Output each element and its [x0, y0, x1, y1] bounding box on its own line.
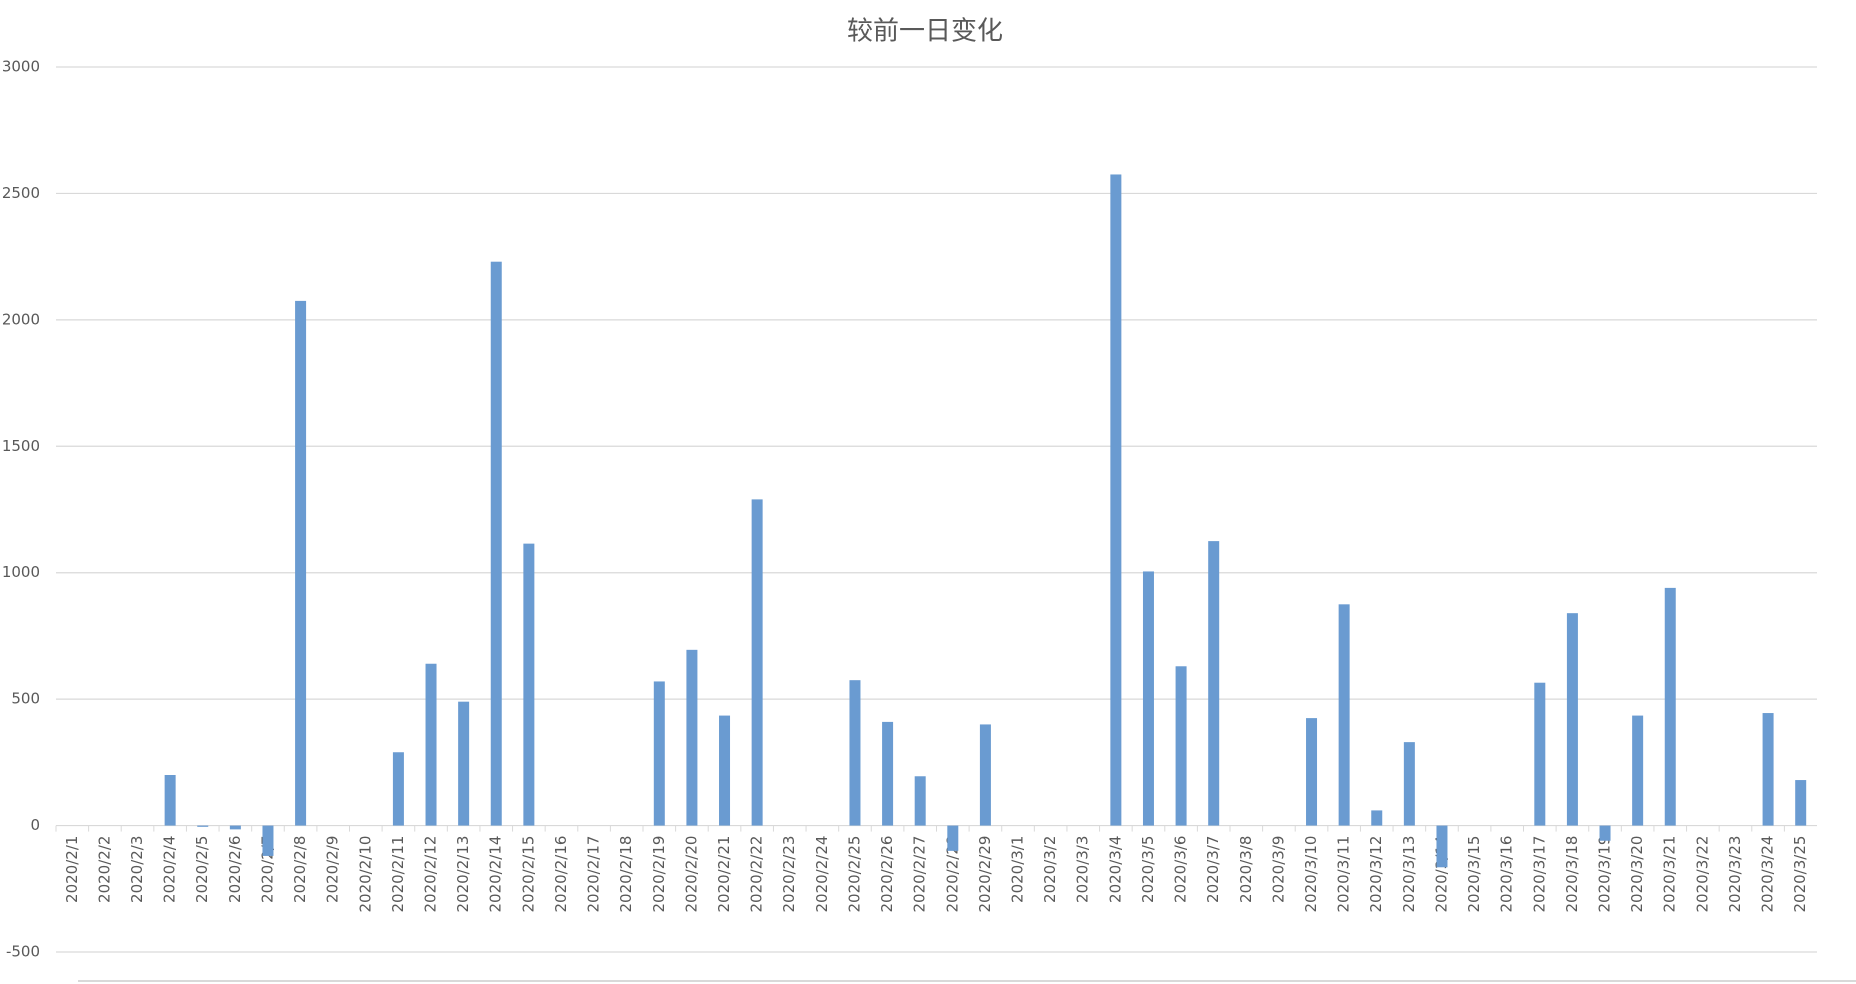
bar — [849, 680, 861, 826]
x-tick-label: 2020/2/1 — [63, 836, 81, 903]
x-tick-label: 2020/3/9 — [1269, 836, 1287, 903]
y-tick-label: 500 — [11, 690, 40, 708]
bar — [1208, 541, 1220, 826]
bar — [1403, 742, 1415, 826]
x-tick-label: 2020/3/23 — [1726, 836, 1744, 913]
x-tick-label: 2020/2/11 — [389, 836, 407, 913]
x-tick-label: 2020/2/13 — [454, 836, 472, 913]
x-tick-label: 2020/2/12 — [422, 836, 440, 913]
bar — [719, 715, 731, 826]
x-tick-label: 2020/3/10 — [1302, 836, 1320, 913]
x-tick-label: 2020/3/18 — [1563, 836, 1581, 913]
x-tick-label: 2020/2/2 — [95, 836, 113, 903]
bar — [1142, 571, 1154, 826]
x-tick-label: 2020/2/15 — [519, 836, 537, 913]
x-tick-label: 2020/2/21 — [715, 836, 733, 913]
x-tick-label: 2020/2/10 — [356, 836, 374, 913]
x-tick-label: 2020/2/14 — [487, 836, 505, 913]
x-tick-label: 2020/2/29 — [976, 836, 994, 913]
bar — [1338, 604, 1350, 826]
x-tick-label: 2020/2/5 — [193, 836, 211, 903]
bar — [1175, 666, 1187, 826]
bar — [229, 825, 241, 830]
x-tick-label: 2020/2/26 — [878, 836, 896, 913]
bar — [425, 663, 437, 826]
bar — [1371, 810, 1383, 826]
bar — [295, 300, 307, 826]
x-tick-label: 2020/3/3 — [1074, 836, 1092, 903]
bar — [490, 261, 502, 826]
x-tick-label: 2020/2/3 — [128, 836, 146, 903]
y-tick-label: 2000 — [2, 310, 40, 328]
y-tick-label: 0 — [30, 816, 40, 834]
x-tick-label: 2020/2/24 — [813, 836, 831, 913]
x-tick-label: 2020/3/17 — [1530, 836, 1548, 913]
x-tick-label: 2020/2/9 — [324, 836, 342, 903]
bar — [1664, 587, 1676, 826]
bar — [392, 752, 404, 826]
bar — [1534, 682, 1546, 826]
x-tick-label: 2020/3/19 — [1596, 836, 1614, 913]
bar — [751, 499, 763, 826]
x-tick-label: 2020/3/8 — [1237, 836, 1255, 903]
x-tick-label: 2020/3/7 — [1204, 836, 1222, 903]
bar — [1436, 825, 1448, 868]
x-tick-label: 2020/3/15 — [1465, 836, 1483, 913]
x-tick-label: 2020/3/2 — [1041, 836, 1059, 903]
chart-title: 较前一日变化 — [847, 17, 1003, 47]
x-tick-label: 2020/2/19 — [650, 836, 668, 913]
bar — [458, 701, 470, 826]
bar — [686, 649, 698, 826]
bar — [947, 825, 959, 851]
x-tick-label: 2020/2/23 — [780, 836, 798, 913]
x-tick-label: 2020/3/16 — [1498, 836, 1516, 913]
bar — [914, 776, 926, 826]
x-tick-label: 2020/2/25 — [845, 836, 863, 913]
y-tick-label: -500 — [6, 943, 40, 961]
bar — [262, 825, 274, 856]
bar — [523, 543, 535, 826]
x-tick-label: 2020/3/21 — [1661, 836, 1679, 913]
bar — [1632, 715, 1644, 826]
bar — [979, 724, 991, 826]
x-tick-label: 2020/2/16 — [552, 836, 570, 913]
bar — [1762, 713, 1774, 826]
x-tick-label: 2020/3/22 — [1693, 836, 1711, 913]
x-tick-label: 2020/3/1 — [1009, 836, 1027, 903]
x-tick-label: 2020/3/11 — [1335, 836, 1353, 913]
x-tick-label: 2020/2/6 — [226, 836, 244, 903]
x-tick-label: 2020/2/17 — [585, 836, 603, 913]
bar — [1110, 174, 1122, 826]
x-tick-label: 2020/3/24 — [1759, 836, 1777, 913]
x-tick-label: 2020/3/25 — [1791, 836, 1809, 913]
bar — [197, 825, 209, 827]
x-tick-label: 2020/3/6 — [1172, 836, 1190, 903]
x-tick-label: 2020/3/4 — [1106, 836, 1124, 903]
x-tick-label: 2020/3/13 — [1400, 836, 1418, 913]
x-tick-label: 2020/2/8 — [291, 836, 309, 903]
bar — [653, 681, 665, 826]
bar — [882, 721, 894, 826]
x-tick-label: 2020/3/5 — [1139, 836, 1157, 903]
bar — [1795, 780, 1807, 826]
x-tick-label: 2020/2/20 — [682, 836, 700, 913]
x-tick-label: 2020/2/22 — [748, 836, 766, 913]
y-tick-label: 3000 — [2, 58, 40, 76]
x-tick-label: 2020/2/27 — [911, 836, 929, 913]
y-tick-label: 1000 — [2, 563, 40, 581]
x-tick-label: 2020/2/28 — [943, 836, 961, 913]
bar — [1599, 825, 1611, 841]
x-tick-label: 2020/3/20 — [1628, 836, 1646, 913]
y-tick-label: 2500 — [2, 184, 40, 202]
x-tick-label: 2020/3/12 — [1367, 836, 1385, 913]
x-tick-label: 2020/2/4 — [161, 836, 179, 903]
x-tick-label: 2020/2/18 — [617, 836, 635, 913]
bar — [1306, 718, 1318, 826]
bar — [164, 775, 176, 826]
y-tick-label: 1500 — [2, 437, 40, 455]
bar — [1566, 613, 1578, 826]
